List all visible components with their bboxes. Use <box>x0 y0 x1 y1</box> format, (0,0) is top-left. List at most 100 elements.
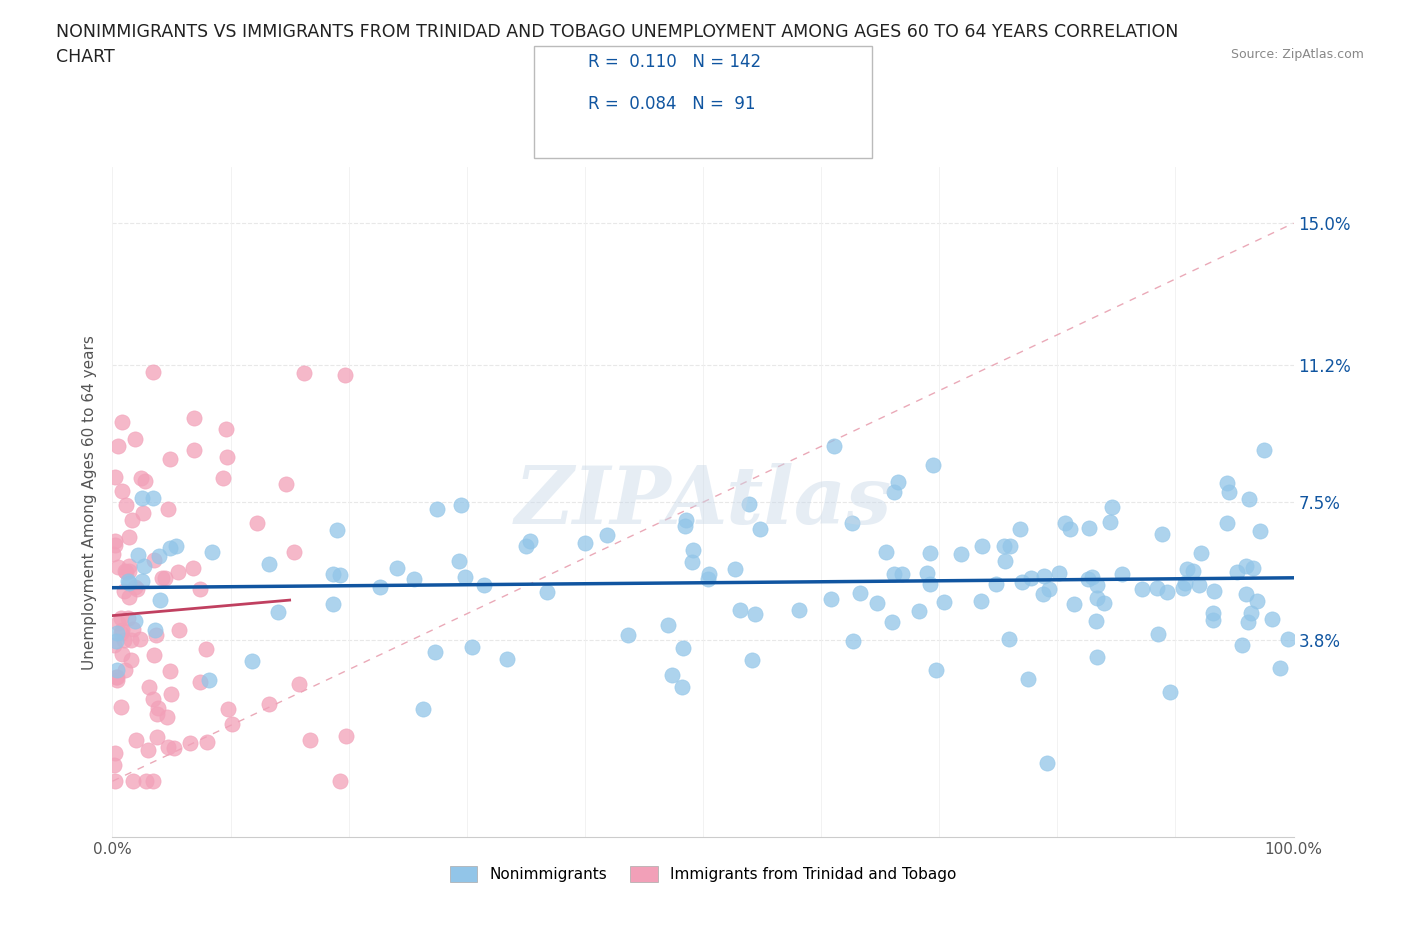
Point <box>134 558 156 573</box>
Point <box>105 669 128 684</box>
Point <box>1099 515 1122 530</box>
Point <box>183 411 205 426</box>
Point <box>292 365 315 380</box>
Point <box>891 566 914 581</box>
Point <box>1081 570 1104 585</box>
Point <box>107 560 129 575</box>
Point <box>998 632 1021 647</box>
Point <box>1246 594 1268 609</box>
Point <box>972 538 994 553</box>
Point <box>1008 521 1031 536</box>
Point <box>921 458 943 472</box>
Point <box>118 564 141 578</box>
Point <box>120 632 142 647</box>
Point <box>536 584 558 599</box>
Point <box>142 692 165 707</box>
Point <box>146 707 169 722</box>
Point <box>453 570 475 585</box>
Point <box>823 438 845 453</box>
Point <box>160 686 183 701</box>
Point <box>138 679 160 694</box>
Point <box>103 757 125 772</box>
Point <box>402 571 425 586</box>
Point <box>1085 578 1108 592</box>
Point <box>105 634 128 649</box>
Point <box>143 552 166 567</box>
Point <box>103 638 125 653</box>
Point <box>325 523 347 538</box>
Point <box>1204 583 1226 598</box>
Point <box>883 485 905 499</box>
Point <box>322 567 344 582</box>
Point <box>211 471 233 485</box>
Point <box>198 672 221 687</box>
Point <box>672 641 695 656</box>
Point <box>131 574 153 589</box>
Point <box>675 513 697 528</box>
Point <box>190 581 212 596</box>
Point <box>1239 492 1261 507</box>
Point <box>412 701 434 716</box>
Point <box>741 653 763 668</box>
Point <box>240 654 263 669</box>
Point <box>461 639 484 654</box>
Point <box>112 632 135 647</box>
Point <box>574 536 596 551</box>
Point <box>183 443 205 458</box>
Point <box>682 543 704 558</box>
Point <box>112 583 135 598</box>
Point <box>883 566 905 581</box>
Point <box>121 512 143 527</box>
Point <box>994 553 1017 568</box>
Text: NONIMMIGRANTS VS IMMIGRANTS FROM TRINIDAD AND TOBAGO UNEMPLOYMENT AMONG AGES 60 : NONIMMIGRANTS VS IMMIGRANTS FROM TRINIDA… <box>56 23 1178 41</box>
Point <box>950 547 973 562</box>
Point <box>127 547 149 562</box>
Point <box>157 740 180 755</box>
Point <box>1101 500 1123 515</box>
Point <box>993 538 1015 553</box>
Point <box>915 565 938 580</box>
Point <box>246 515 269 530</box>
Point <box>167 565 190 579</box>
Point <box>103 534 125 549</box>
Point <box>1150 526 1173 541</box>
Point <box>163 740 186 755</box>
Point <box>472 578 495 592</box>
Point <box>221 716 243 731</box>
Point <box>148 549 170 564</box>
Point <box>118 576 141 591</box>
Point <box>1268 660 1291 675</box>
Point <box>257 557 280 572</box>
Point <box>121 774 143 789</box>
Point <box>142 491 165 506</box>
Point <box>288 677 311 692</box>
Point <box>697 571 720 586</box>
Point <box>329 568 352 583</box>
Point <box>1085 650 1108 665</box>
Point <box>1019 570 1042 585</box>
Point <box>125 581 148 596</box>
Point <box>1063 596 1085 611</box>
Point <box>681 554 703 569</box>
Point <box>156 501 179 516</box>
Point <box>661 668 683 683</box>
Point <box>111 646 134 661</box>
Point <box>1011 575 1033 590</box>
Point <box>132 506 155 521</box>
Point <box>298 733 321 748</box>
Point <box>156 710 179 724</box>
Point <box>153 570 176 585</box>
Point <box>107 616 129 631</box>
Point <box>1171 581 1194 596</box>
Point <box>1092 595 1115 610</box>
Point <box>167 622 190 637</box>
Point <box>1175 561 1198 576</box>
Point <box>1033 568 1056 583</box>
Point <box>1174 576 1197 591</box>
Point <box>188 675 211 690</box>
Point <box>1241 561 1264 576</box>
Text: Source: ZipAtlas.com: Source: ZipAtlas.com <box>1230 48 1364 61</box>
Point <box>368 580 391 595</box>
Point <box>105 626 128 641</box>
Point <box>215 450 238 465</box>
